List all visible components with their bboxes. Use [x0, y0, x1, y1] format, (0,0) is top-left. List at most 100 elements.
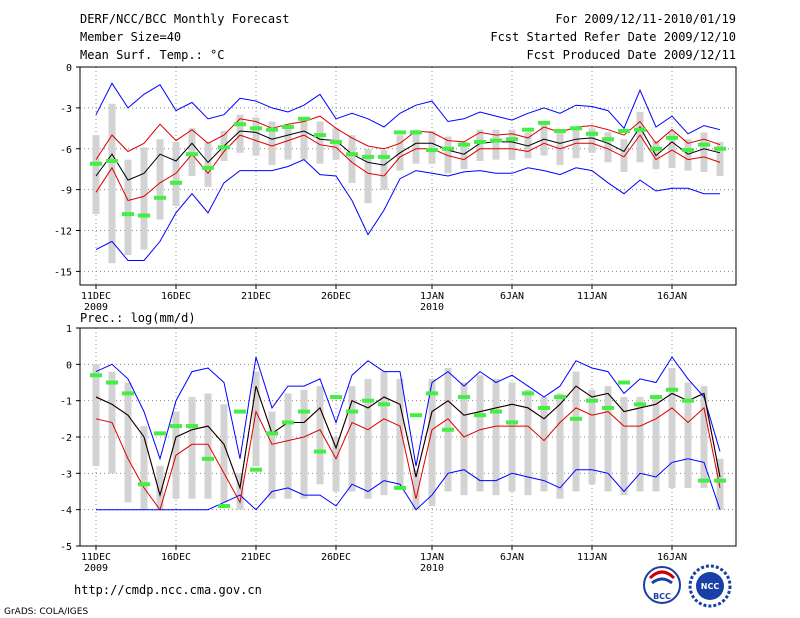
spread-box [156, 139, 164, 220]
spread-box [620, 139, 628, 172]
spread-box [332, 128, 340, 160]
observed-marker [186, 152, 198, 157]
y-tick-label: -3 [60, 469, 72, 480]
fcst-produced-date: Fcst Produced Date 2009/12/11 [526, 48, 736, 62]
x-tick-label: 21DEC [241, 552, 271, 563]
y-tick-label: -12 [54, 227, 72, 238]
spread-box [540, 397, 548, 492]
spread-box [92, 364, 100, 467]
observed-marker [634, 402, 646, 407]
x-tick-label: 16DEC [161, 291, 191, 302]
fcst-started-date: Fcst Started Refer Date 2009/12/10 [490, 30, 736, 44]
observed-marker [522, 127, 534, 132]
spread-box [220, 404, 228, 503]
spread-box [684, 139, 692, 171]
spread-box [716, 141, 724, 176]
observed-marker [186, 424, 198, 429]
observed-marker [506, 420, 518, 425]
observed-marker [602, 405, 614, 410]
spread-box [156, 466, 164, 510]
spread-box [652, 397, 660, 492]
spread-box [556, 393, 564, 499]
x-tick-year: 2009 [84, 563, 108, 574]
observed-marker [266, 431, 278, 436]
spread-box [508, 129, 516, 160]
spread-box [380, 150, 388, 190]
observed-marker [410, 130, 422, 135]
series-p75-line [95, 115, 721, 160]
x-tick-label: 6JAN [500, 552, 524, 563]
observed-marker [474, 139, 486, 144]
spread-box [460, 141, 468, 170]
y-tick-label: -2 [60, 433, 72, 444]
observed-marker [682, 398, 694, 403]
spread-box [604, 386, 612, 492]
spread-box [124, 382, 132, 503]
observed-marker [586, 131, 598, 136]
observed-marker [138, 482, 150, 487]
spread-box [476, 375, 484, 492]
spread-box [332, 437, 340, 492]
x-tick-label: 11DEC [81, 291, 111, 302]
spread-box [556, 129, 564, 166]
x-tick-label: 21DEC [241, 291, 271, 302]
observed-marker [666, 387, 678, 392]
spread-box [428, 131, 436, 164]
observed-marker [538, 405, 550, 410]
observed-marker [234, 122, 246, 127]
spread-box [668, 367, 676, 488]
spread-box [700, 386, 708, 488]
variable-label: Mean Surf. Temp.: °C [80, 48, 225, 62]
observed-marker [490, 409, 502, 414]
spread-box [476, 129, 484, 162]
grads-credit: GrADS: COLA/IGES [4, 607, 88, 617]
spread-box [364, 378, 372, 499]
observed-marker [282, 124, 294, 129]
chart-title: DERF/NCC/BCC Monthly Forecast [80, 12, 290, 26]
observed-marker [330, 139, 342, 144]
spread-box [236, 114, 244, 153]
spread-box [716, 458, 724, 510]
observed-marker [250, 467, 262, 472]
series-min-line [95, 159, 720, 261]
series-max-line [95, 356, 721, 467]
observed-marker [314, 133, 326, 138]
observed-marker [618, 129, 630, 134]
observed-marker [410, 413, 422, 418]
observed-marker [234, 409, 246, 414]
precip-panel-title: Prec.: log(mm/d) [80, 311, 196, 325]
forecast-period: For 2009/12/11-2010/01/19 [555, 12, 736, 26]
spread-box [140, 147, 148, 250]
observed-marker [298, 409, 310, 414]
y-tick-label: -6 [60, 145, 72, 156]
x-tick-label: 11JAN [577, 552, 607, 563]
source-url[interactable]: http://cmdp.ncc.cma.gov.cn [74, 583, 262, 597]
ncc-logo: NCC [688, 564, 732, 608]
x-tick-label: 1JAN [420, 552, 444, 563]
y-tick-label: -4 [60, 506, 72, 517]
x-tick-label: 11DEC [81, 552, 111, 563]
observed-marker [714, 478, 726, 483]
observed-marker [154, 195, 166, 200]
spread-box [252, 371, 260, 467]
observed-marker [106, 159, 118, 164]
spread-box [636, 397, 644, 492]
observed-marker [506, 137, 518, 142]
observed-marker [618, 380, 630, 385]
spread-box [92, 135, 100, 215]
spread-box [588, 389, 596, 485]
observed-marker [666, 135, 678, 140]
spread-box [524, 389, 532, 496]
observed-marker [90, 373, 102, 378]
observed-marker [394, 130, 406, 135]
x-tick-label: 16DEC [161, 552, 191, 563]
observed-marker [474, 413, 486, 418]
observed-marker [106, 380, 118, 385]
series-mean-line [95, 126, 721, 181]
observed-marker [202, 456, 214, 461]
spread-box [188, 128, 196, 176]
observed-marker [458, 142, 470, 147]
spread-box [508, 382, 516, 492]
observed-marker [346, 152, 358, 157]
